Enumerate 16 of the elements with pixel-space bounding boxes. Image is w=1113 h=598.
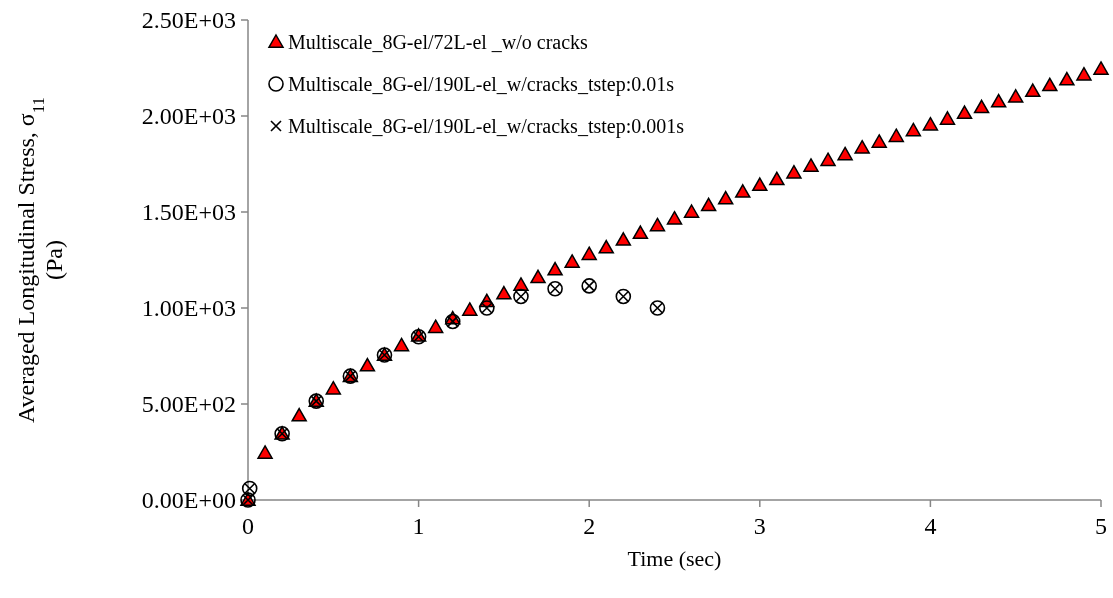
y-tick-label: 2.00E+03: [141, 103, 236, 130]
x-axis-title: Time (sec): [627, 546, 722, 571]
x-tick-label: 1: [412, 513, 425, 539]
y-tick-label: 0.00E+00: [141, 487, 236, 514]
y-tick-label: 5.00E+02: [141, 391, 236, 418]
y-tick-label: 1.50E+03: [141, 199, 236, 226]
y-tick-label: 1.00E+03: [141, 295, 236, 322]
x-tick-label: 0: [242, 513, 254, 539]
x-tick-label: 2: [583, 513, 596, 539]
legend-label: Multiscale_8G-el/190L-el_w/cracks_tstep:0.01s: [288, 73, 675, 96]
legend-label: Multiscale_8G-el/72L-el _w/o cracks: [288, 31, 589, 53]
y-tick-label: 2.50E+03: [141, 7, 236, 34]
x-tick-label: 5: [1095, 513, 1107, 539]
x-tick-label: 3: [753, 513, 766, 539]
x-tick-label: 4: [924, 513, 937, 539]
legend-label: Multiscale_8G-el/190L-el_w/cracks_tstep:0.001s: [288, 115, 685, 138]
